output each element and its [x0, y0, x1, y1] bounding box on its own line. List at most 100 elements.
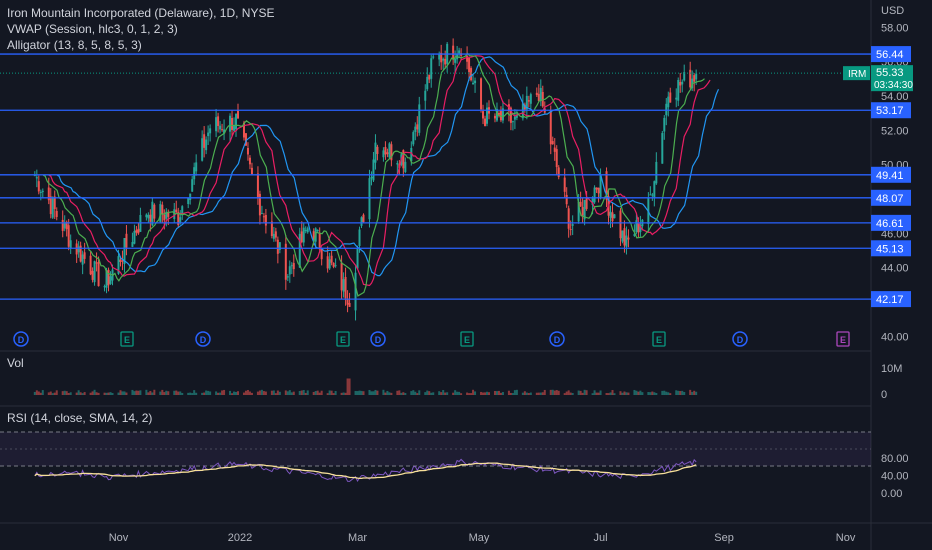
candle-body [424, 90, 427, 101]
volume-bar [41, 390, 44, 395]
candle-body [260, 213, 263, 215]
volume-bar [51, 393, 54, 395]
volume-bar [117, 392, 120, 395]
event-marker-label: E [340, 335, 346, 345]
volume-bar [581, 392, 584, 395]
volume-bar [284, 390, 287, 395]
level-tag-label: 49.41 [876, 170, 904, 182]
volume-axis-tick: 10M [881, 363, 902, 375]
candle-body [181, 206, 184, 216]
candle-body [219, 125, 222, 130]
candle-body [444, 58, 447, 65]
volume-bar [374, 389, 377, 395]
candle-body [569, 228, 572, 230]
volume-bar [412, 390, 415, 395]
volume-bar [679, 391, 682, 395]
candle-body [290, 265, 293, 267]
level-tag-label: 46.61 [876, 218, 904, 230]
volume-bar [663, 390, 666, 395]
candle-body [482, 111, 485, 119]
volume-bar [223, 389, 226, 395]
volume-bar [577, 390, 580, 395]
level-tag [871, 240, 911, 257]
volume-layer [33, 378, 698, 395]
volume-bar [595, 392, 598, 395]
candle-body [302, 227, 305, 243]
volume-bar [81, 393, 84, 395]
candle-body [262, 216, 265, 218]
volume-bar [133, 391, 136, 395]
candle-body [103, 286, 106, 288]
candle-body [428, 74, 431, 80]
volume-bar [248, 391, 251, 395]
last-price-label: 55.33 [876, 67, 904, 79]
dividend-marker [195, 331, 211, 347]
candle-body [107, 269, 110, 286]
candle-body [593, 187, 596, 203]
candle-body [221, 129, 224, 131]
volume-bar [272, 390, 275, 395]
level-tag [871, 291, 911, 308]
volume-bar [541, 392, 544, 395]
candle-body [342, 279, 345, 292]
candle-body [231, 117, 234, 130]
volume-bar [382, 389, 385, 395]
candle-body [117, 256, 120, 274]
volume-bar [418, 390, 421, 395]
dividend-marker [732, 331, 748, 347]
volume-bar [458, 391, 461, 395]
volume-bar [460, 393, 463, 395]
volume-bar [565, 391, 568, 395]
volume-bar [332, 393, 335, 395]
volume-bar [205, 390, 208, 395]
volume-bar [121, 391, 124, 395]
volume-bar [555, 390, 558, 395]
candle-body [681, 81, 684, 85]
candle-body [683, 72, 686, 81]
volume-bar [474, 391, 477, 395]
candle-body [535, 92, 538, 96]
volume-bar [181, 392, 184, 395]
candle-body [332, 262, 335, 267]
volume-bar [368, 389, 371, 395]
price-axis-tick: 46.00 [881, 228, 909, 240]
volume-bar [404, 393, 407, 395]
volume-bar [414, 391, 417, 395]
volume-bar [655, 393, 658, 395]
alligator-lips [42, 52, 705, 297]
volume-bar [527, 393, 530, 395]
dividend-marker [549, 331, 565, 347]
volume-bar [93, 389, 96, 395]
volume-bar [695, 391, 698, 395]
candle-body [426, 76, 429, 90]
volume-bar [456, 391, 459, 395]
volume-bar [153, 389, 156, 395]
volume-bar [497, 390, 500, 395]
volume-bar [637, 391, 640, 395]
candle-body [360, 217, 363, 226]
volume-bar [525, 392, 528, 395]
volume-bar [109, 392, 112, 395]
volume-bar [125, 392, 128, 395]
volume-bar [203, 392, 206, 395]
candle-body [35, 177, 38, 179]
volume-bar [145, 389, 148, 395]
volume-bar [591, 393, 594, 395]
volume-bar [611, 390, 614, 395]
candle-body [414, 126, 417, 132]
candle-body [201, 138, 204, 161]
volume-bar [237, 391, 240, 395]
volume-bar [647, 392, 650, 395]
volume-bar [219, 392, 222, 395]
candle-body [47, 187, 50, 201]
volume-bar [689, 389, 692, 395]
candle-body [37, 181, 40, 192]
volume-bar [362, 391, 365, 395]
candle-body [193, 167, 196, 180]
candle-body [509, 107, 512, 123]
candle-body [147, 214, 150, 219]
candle-body [669, 92, 672, 103]
volume-bar [217, 392, 220, 395]
level-tag-label: 48.07 [876, 193, 904, 205]
